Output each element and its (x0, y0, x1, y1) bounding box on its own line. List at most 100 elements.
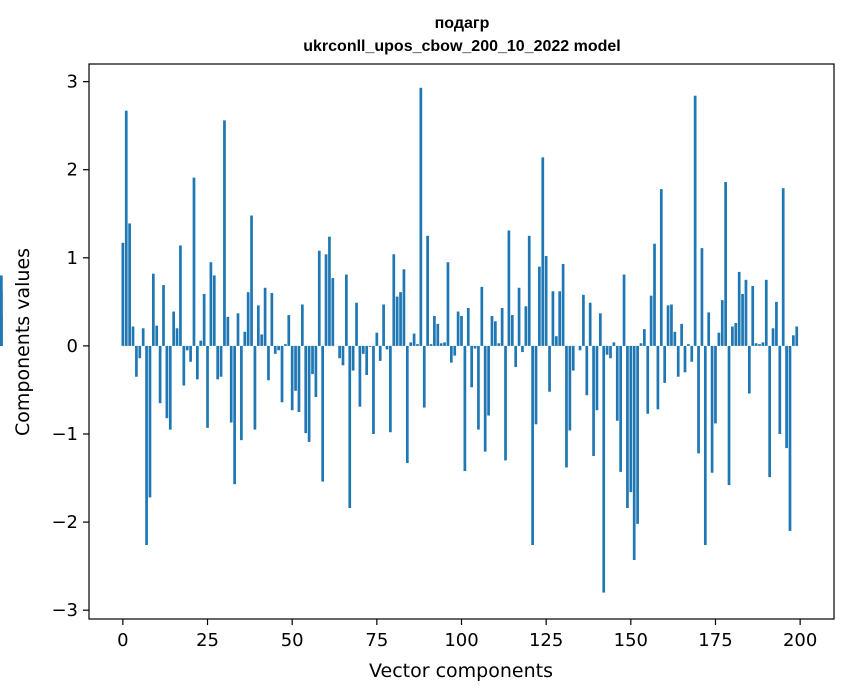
bar (683, 345, 687, 373)
bar (656, 345, 660, 410)
bar (632, 345, 636, 560)
bar (182, 345, 186, 386)
bar (368, 345, 372, 347)
plot-frame (88, 63, 835, 620)
bar (470, 345, 474, 388)
bar (375, 332, 379, 346)
bar (680, 323, 683, 346)
bar (331, 278, 335, 346)
bar (172, 311, 176, 346)
bar (168, 345, 172, 430)
bar (253, 345, 257, 430)
bar (734, 323, 738, 346)
x-tick-label: 175 (698, 630, 732, 651)
bar (700, 248, 704, 346)
bar (382, 304, 385, 346)
bar (521, 345, 524, 353)
bar (612, 342, 616, 346)
bar (121, 242, 125, 346)
bar (527, 235, 531, 346)
bar (216, 345, 220, 380)
bar (419, 87, 423, 346)
bar (646, 345, 650, 414)
bar (179, 245, 182, 346)
bar (731, 326, 734, 346)
x-axis-ticks: 0 25 50 75 100 125 150 175 200 (117, 619, 817, 651)
bar (226, 316, 230, 346)
bar (246, 292, 250, 346)
bar (744, 279, 748, 346)
bar (466, 308, 470, 346)
y-axis-label: Components values (12, 248, 34, 436)
bar (510, 315, 514, 346)
bar (480, 286, 484, 346)
bar (619, 345, 623, 472)
bar (405, 345, 409, 464)
bar (449, 345, 453, 363)
bar (314, 345, 318, 397)
bar (595, 345, 599, 411)
bar (775, 301, 778, 346)
bar (212, 275, 216, 346)
x-tick-label: 75 (365, 630, 388, 651)
x-tick-label: 0 (117, 630, 128, 651)
bar (781, 188, 785, 346)
bar (568, 345, 572, 431)
bar (378, 345, 382, 361)
bar (490, 315, 494, 346)
bar (189, 345, 192, 362)
bar (785, 345, 788, 449)
bar (233, 345, 236, 485)
bar (582, 294, 585, 346)
bar (663, 345, 667, 383)
bar (422, 345, 426, 408)
bar (426, 235, 429, 346)
bar (771, 328, 775, 346)
y-tick-label: 1 (67, 248, 78, 269)
bar (270, 293, 274, 346)
bar (229, 345, 233, 423)
bar (720, 300, 724, 346)
bar (541, 157, 545, 346)
bar (311, 345, 314, 375)
bar (727, 345, 731, 486)
bar (290, 345, 294, 411)
bar (602, 345, 606, 593)
bar (321, 345, 325, 482)
x-tick-label: 125 (529, 630, 563, 651)
bar (456, 311, 460, 346)
bar (622, 274, 626, 346)
bar (795, 326, 799, 346)
bar (385, 345, 389, 350)
bar (412, 333, 416, 346)
bar (0, 291, 3, 346)
bar (751, 286, 755, 346)
bar (124, 110, 128, 346)
bar (294, 345, 297, 391)
bar (304, 345, 308, 434)
y-tick-label: −2 (51, 512, 78, 533)
bar (284, 344, 287, 346)
bar (724, 182, 727, 346)
bar (250, 215, 253, 346)
bar (517, 287, 521, 346)
bar (439, 343, 443, 346)
x-tick-label: 25 (196, 630, 219, 651)
bar (243, 331, 247, 346)
bar (192, 177, 196, 346)
bar (351, 345, 355, 371)
x-tick-label: 50 (281, 630, 304, 651)
bar (199, 340, 203, 346)
bars-group (0, 87, 799, 593)
bar (453, 345, 457, 356)
bar (609, 345, 612, 359)
bar (365, 345, 369, 375)
y-tick-label: −1 (51, 424, 78, 445)
bar (653, 243, 656, 346)
bar (223, 120, 226, 346)
bar (670, 304, 673, 346)
bar (504, 345, 507, 461)
bar (494, 321, 497, 346)
bar (500, 308, 504, 346)
bar (717, 332, 721, 346)
